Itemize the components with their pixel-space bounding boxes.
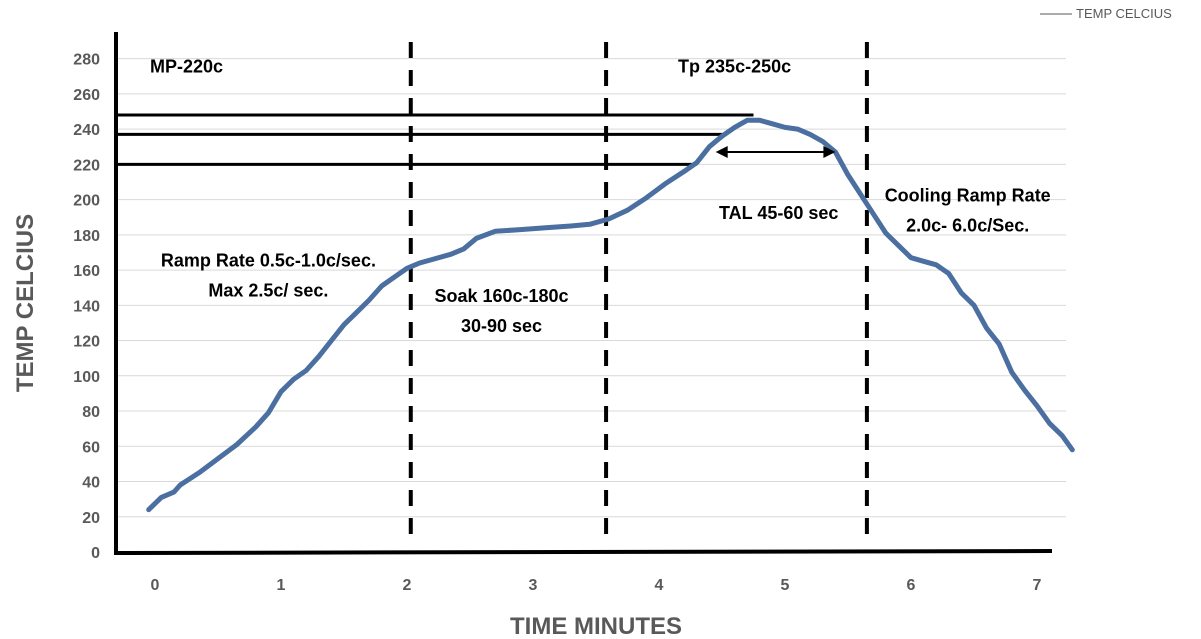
tick-labels: 0 20 40 60 80 100 120 140 160 180 200 220 240 260 280 0… — [73, 52, 1041, 594]
legend: TEMP CELCIUS — [1040, 6, 1172, 21]
y-tick-label: 80 — [82, 404, 100, 421]
x-tick-label: 4 — [655, 577, 664, 594]
y-tick-label: 60 — [82, 439, 100, 456]
y-tick-label: 220 — [73, 157, 100, 174]
annotation-text: Max 2.5c/ sec. — [208, 281, 328, 301]
y-tick-label: 260 — [73, 87, 100, 104]
x-tick-label: 6 — [907, 577, 916, 594]
annotation-text: Soak 160c-180c — [434, 286, 568, 306]
y-tick-label: 40 — [82, 475, 100, 492]
y-tick-label: 140 — [73, 298, 100, 315]
annotation-text: 30-90 sec — [461, 316, 542, 336]
x-tick-label: 5 — [781, 577, 790, 594]
legend-label: TEMP CELCIUS — [1076, 6, 1172, 21]
y-axis-title: TEMP CELCIUS — [12, 214, 39, 392]
x-axis-line — [113, 549, 1053, 555]
x-tick-label: 2 — [403, 577, 412, 594]
x-tick-label: 7 — [1033, 577, 1042, 594]
annotation-text: 2.0c- 6.0c/Sec. — [906, 215, 1029, 235]
reference-lines — [118, 113, 754, 166]
y-tick-label: 120 — [73, 334, 100, 351]
annotation-text: TAL 45-60 sec — [719, 203, 838, 223]
y-tick-label: 180 — [73, 228, 100, 245]
y-tick-label: 240 — [73, 122, 100, 139]
y-tick-label: 280 — [73, 52, 100, 69]
y-tick-label: 200 — [73, 193, 100, 210]
y-tick-label: 0 — [91, 545, 100, 562]
x-tick-label: 0 — [151, 577, 160, 594]
series-layer — [146, 117, 1075, 513]
y-tick-label: 20 — [82, 510, 100, 527]
temperature-series-line — [146, 117, 1075, 513]
y-tick-label: 160 — [73, 263, 100, 280]
annotation-text: Cooling Ramp Rate — [885, 185, 1051, 205]
x-axis-title: TIME MINUTES — [510, 613, 682, 639]
annotations: MP-220c Tp 235c-250c Ramp Rate 0.5c-1.0c/s… — [150, 57, 1051, 336]
annotation-text: MP-220c — [150, 57, 223, 77]
tal-arrow-head-right — [823, 146, 836, 159]
axes — [113, 32, 1053, 555]
tal-arrow-head-left — [715, 146, 728, 159]
y-tick-label: 100 — [73, 369, 100, 386]
annotation-text: Tp 235c-250c — [678, 57, 791, 77]
x-tick-label: 3 — [529, 577, 538, 594]
annotation-text: Ramp Rate 0.5c-1.0c/sec. — [161, 251, 376, 271]
x-tick-label: 1 — [277, 577, 286, 594]
